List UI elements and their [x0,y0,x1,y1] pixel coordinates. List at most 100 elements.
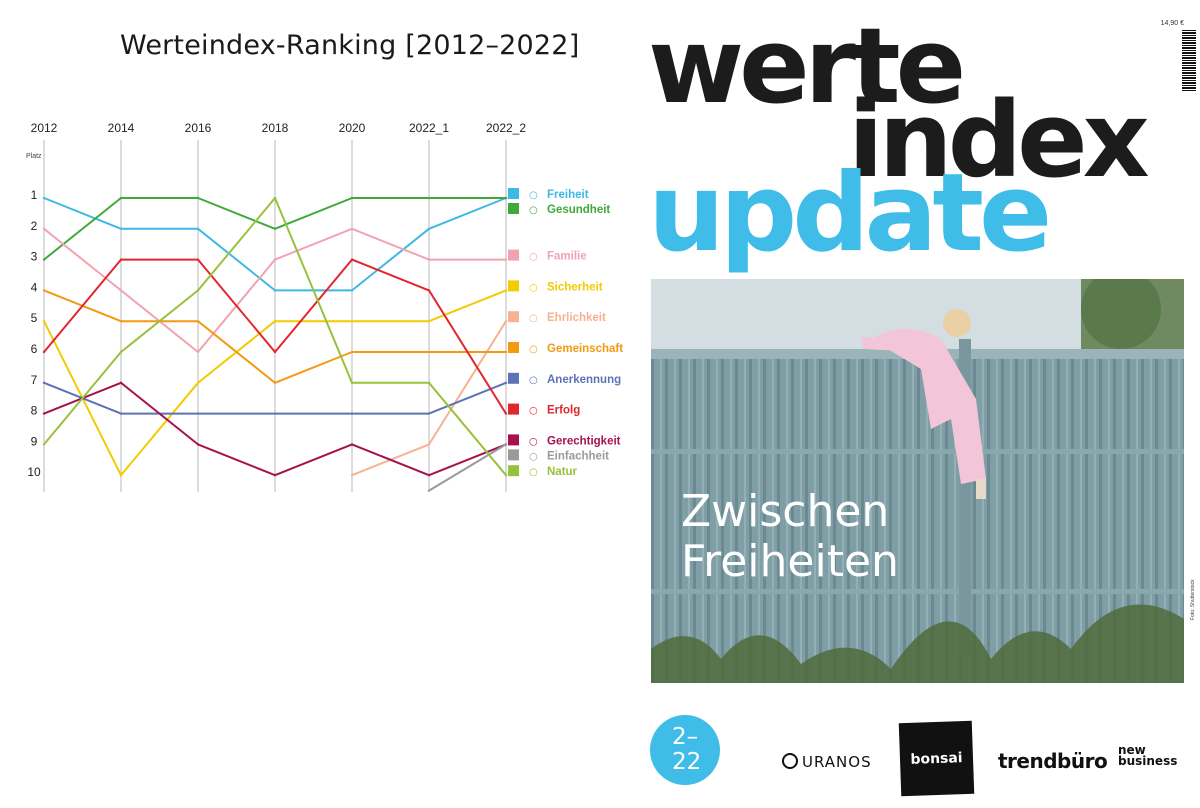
legend-swatch-natur [508,465,519,477]
legend-swatch-einfachheit [508,449,519,461]
fence-illustration [651,279,1184,683]
data-point-natur [196,289,200,292]
photo-credit: Foto: Shutterstock [1190,579,1196,620]
data-point-gesundheit [42,258,46,261]
legend-label-anerkennung: Anerkennung [547,374,621,386]
data-point-anerkennung [196,412,200,415]
y-tick-label: 3 [31,250,38,264]
data-point-familie [273,258,277,261]
data-point-gerechtigkeit [273,474,277,477]
data-point-erfolg [273,350,277,354]
data-point-familie [119,289,123,292]
uranos-logo-text: URANOS [802,753,872,771]
issue-line2: 22 [672,749,702,775]
data-point-erfolg [504,412,508,415]
x-tick-label: 2018 [262,121,289,135]
data-point-ehrlichkeit [427,443,431,446]
data-point-gemeinschaft [273,381,277,384]
barcode [1182,30,1196,92]
legend-label-gemeinschaft: Gemeinschaft [547,343,623,355]
cover-photo: Zwischen Freiheiten [651,279,1184,683]
data-point-familie [42,227,46,230]
data-point-erfolg [427,289,431,292]
data-point-familie [350,227,354,230]
new-business-logo: new business [1118,743,1198,767]
data-point-anerkennung [350,412,354,415]
legend-swatch-ehrlichkeit [508,311,519,323]
scales-icon: ○ [529,436,538,447]
data-point-freiheit [350,289,354,292]
heart-pulse-icon: ○ [529,205,538,216]
y-tick-label: 6 [31,342,38,356]
data-point-gesundheit [504,196,508,200]
masthead-index: index [848,79,1150,201]
data-point-familie [427,258,431,261]
nature-icon: ○ [529,467,538,478]
legend-swatch-anerkennung [508,372,519,384]
photo-caption-line2: Freiheiten [681,536,899,587]
data-point-anerkennung [504,381,508,384]
data-point-anerkennung [273,412,277,415]
data-point-gemeinschaft [119,320,123,323]
data-point-gerechtigkeit [196,443,200,446]
ranking-chart: 2012 2014 2016 2018 2020 2022_1 2022_2 Platz 1 2 3… [26,121,623,492]
legend-label-erfolg: Erfolg [547,405,580,417]
data-point-gesundheit [350,196,354,200]
data-point-gemeinschaft [42,289,46,292]
masthead-update: update [648,151,1052,276]
issue-line1: 2– [672,724,699,750]
data-point-sicherheit [119,474,123,477]
thumbs-up-icon: ○ [529,375,538,386]
legend-label-natur: Natur [547,466,578,478]
legend-label-sicherheit: Sicherheit [547,281,603,293]
data-point-freiheit [119,227,123,230]
legend-label-gesundheit: Gesundheit [547,204,610,216]
legend-swatch-erfolg [508,403,519,415]
y-tick-label: 5 [31,311,38,325]
data-point-sicherheit [42,320,46,323]
legend-swatch-gerechtigkeit [508,434,519,446]
data-point-gesundheit [196,196,200,200]
trendbuero-logo: trendbüro [998,749,1108,773]
data-point-sicherheit [427,320,431,323]
data-point-natur [504,474,508,477]
honesty-icon: ○ [529,313,538,324]
data-point-gemeinschaft [504,350,508,354]
x-tick-label: 2022_1 [409,121,449,135]
data-point-gesundheit [119,196,123,200]
photo-caption-line1: Zwischen [681,486,890,537]
data-point-freiheit [273,289,277,292]
legend-swatch-gemeinschaft [508,342,519,353]
simplicity-icon: ○ [529,451,538,462]
chart-title: Werteindex-Ranking [2012–2022] [120,30,580,61]
data-point-sicherheit [273,320,277,323]
data-point-sicherheit [350,320,354,323]
nb-line1: new [1118,743,1146,757]
data-point-erfolg [350,258,354,261]
y-axis-label: Platz [26,153,42,160]
legend-label-ehrlichkeit: Ehrlichkeit [547,312,606,324]
data-point-erfolg [119,258,123,261]
data-point-natur [42,443,46,446]
data-point-gesundheit [273,227,277,230]
data-point-einfachheit [504,443,508,446]
data-point-erfolg [196,258,200,261]
data-point-gerechtigkeit [427,474,431,477]
x-tick-label: 2012 [31,121,58,135]
data-point-einfachheit [427,489,431,492]
y-tick-label: 1 [31,188,38,202]
data-point-natur [273,196,277,200]
legend-swatch-gesundheit [508,203,519,214]
legend-label-gerechtigkeit: Gerechtigkeit [547,435,621,447]
data-point-anerkennung [119,412,123,415]
data-point-ehrlichkeit [504,320,508,323]
price-label: 14,90 € [1160,20,1184,27]
legend-swatch-familie [508,249,519,261]
y-tick-label: 2 [31,219,38,233]
legend-label-einfachheit: Einfachheit [547,450,609,462]
community-icon: ○ [529,344,538,355]
x-tick-label: 2022_2 [486,121,526,135]
data-point-natur [119,350,123,354]
trophy-icon: ○ [529,406,538,417]
data-point-freiheit [196,227,200,230]
